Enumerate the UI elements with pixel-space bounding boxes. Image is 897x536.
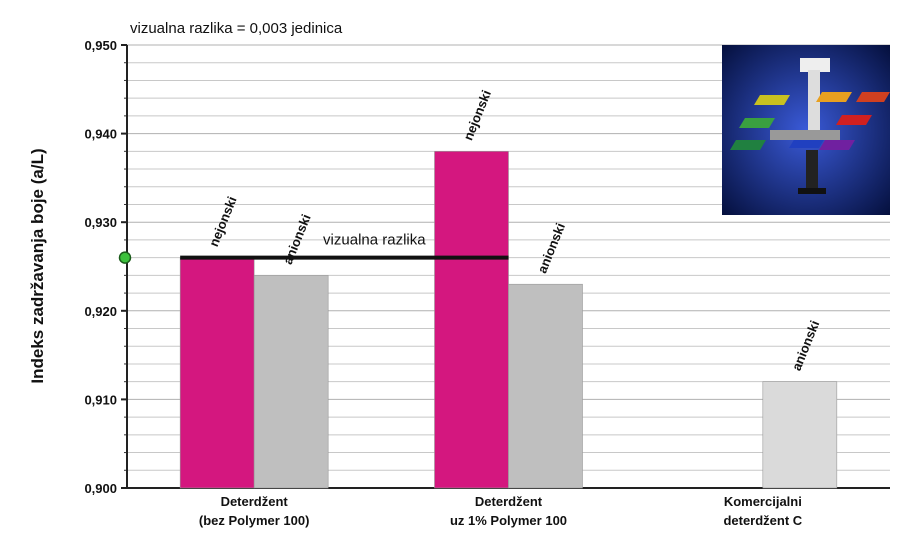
- y-axis-title: Indeks zadržavanja boje (a/L): [28, 148, 47, 383]
- marks: [179, 151, 838, 489]
- x-tick-label: Deterdžent (bez Polymer 100): [199, 494, 310, 528]
- bar: [253, 275, 329, 489]
- y-tick-label: 0,910: [84, 392, 117, 407]
- y-tick-label: 0,950: [84, 38, 117, 53]
- reference-marker: [118, 251, 132, 264]
- bar: [434, 151, 509, 489]
- bar: [762, 381, 838, 489]
- x-tick-label: Deterdžent uz 1% Polymer 100: [450, 494, 567, 528]
- x-tick-label: Komercijalni deterdžent C: [723, 494, 802, 528]
- y-tick-label: 0,930: [84, 215, 117, 230]
- y-tick-label: 0,900: [84, 481, 117, 496]
- bar: [508, 283, 583, 489]
- y-tick-label: 0,940: [84, 127, 117, 142]
- annotation: vizualna razlika = 0,003 jedinica: [130, 20, 343, 37]
- bar: [179, 257, 255, 489]
- series-label: anionski: [534, 221, 568, 276]
- reference-label: vizualna razlika: [323, 232, 426, 249]
- inset-image: [722, 45, 890, 215]
- series-label: nejonski: [206, 194, 240, 249]
- series-label: anionski: [789, 318, 823, 373]
- y-tick-label: 0,920: [84, 304, 117, 319]
- series-label: nejonski: [460, 88, 494, 143]
